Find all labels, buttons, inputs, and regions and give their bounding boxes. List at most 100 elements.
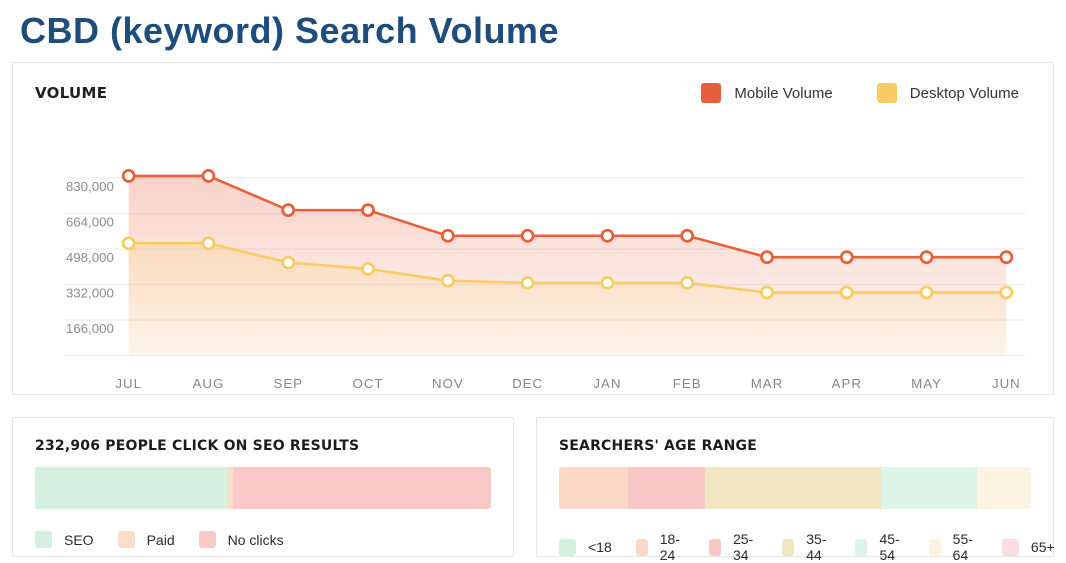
age-legend-item-25-34: 25-34 <box>708 531 758 563</box>
mobile-volume-point-nov[interactable] <box>440 228 455 243</box>
mobile-volume-point-mar[interactable] <box>760 250 774 265</box>
age-legend-label: 65+ <box>1030 539 1055 555</box>
age-legend-item-45-54: 45-54 <box>855 531 904 563</box>
desktop-volume-area <box>128 243 1007 356</box>
seo-bar-segment-paid[interactable] <box>227 467 234 509</box>
y-axis-tick-label: 498,000 <box>66 250 114 265</box>
age-range-card: SEARCHERS' AGE RANGE <18 18-24 25-34 35-44 4… <box>536 417 1055 563</box>
seo-legend-label: No clicks <box>227 531 284 548</box>
x-axis-month-label: JUN <box>992 376 1021 391</box>
x-axis-month-label: JAN <box>593 376 621 391</box>
seo-legend-swatch <box>198 531 216 548</box>
age-legend-swatch <box>635 538 648 556</box>
desktop-volume-line <box>128 241 1007 294</box>
mobile-volume-legend-label: Mobile Volume <box>734 84 833 102</box>
x-axis-month-label: FEB <box>673 376 702 391</box>
age-range-legend: <18 18-24 25-34 35-44 45-54 55-64 65+ <box>559 531 1055 563</box>
age-legend-swatch <box>782 538 795 556</box>
age-bar-segment-35-44[interactable] <box>704 467 881 509</box>
x-axis-month-label: OCT <box>353 376 384 391</box>
y-axis-tick-label: 166,000 <box>66 321 114 336</box>
seo-legend-item-seo: SEO <box>35 531 94 548</box>
desktop-volume-point-apr[interactable] <box>839 285 854 300</box>
bottom-row: 232,906 PEOPLE CLICK ON SEO RESULTS SEO P… <box>12 417 1055 563</box>
volume-card: VOLUME Mobile Volume Desktop Volume 166,… <box>12 62 1054 395</box>
desktop-volume-swatch <box>876 83 897 103</box>
mobile-volume-point-may[interactable] <box>919 250 934 265</box>
x-axis-month-label: MAY <box>911 376 942 391</box>
mobile-volume-point-feb[interactable] <box>680 228 695 243</box>
age-legend-label: 25-34 <box>732 531 754 563</box>
x-axis-month-label: AUG <box>193 376 225 391</box>
age-legend-swatch <box>1001 538 1019 556</box>
seo-legend-item-paid: Paid <box>117 531 175 548</box>
seo-bar-segment-seo[interactable] <box>35 467 228 509</box>
age-legend-swatch <box>708 538 721 556</box>
volume-line-chart[interactable]: 166,000 332,000 498,000 664,000 830,000 JUL AU… <box>35 109 1031 397</box>
age-legend-label: 55-64 <box>952 531 973 563</box>
legend-item-desktop-volume[interactable]: Desktop Volume <box>876 83 1019 103</box>
x-axis-month-label: MAR <box>751 376 784 391</box>
seo-clicks-card: 232,906 PEOPLE CLICK ON SEO RESULTS SEO P… <box>12 417 514 557</box>
age-range-card-title: SEARCHERS' AGE RANGE <box>559 438 757 454</box>
y-axis-tick-label: 830,000 <box>66 179 114 194</box>
x-axis-month-label: JUL <box>115 376 142 391</box>
age-legend-item-35-44: 35-44 <box>782 531 831 563</box>
legend-item-mobile-volume[interactable]: Mobile Volume <box>701 83 833 103</box>
y-axis-tick-label: 664,000 <box>66 214 114 229</box>
desktop-volume-point-jan[interactable] <box>600 275 615 290</box>
mobile-volume-point-jan[interactable] <box>600 228 615 243</box>
age-legend-swatch <box>855 538 868 556</box>
seo-legend-item-no-clicks: No clicks <box>198 531 284 548</box>
desktop-volume-legend-label: Desktop Volume <box>909 84 1019 102</box>
mobile-volume-point-jun[interactable] <box>999 250 1014 265</box>
seo-bar-segment-no-clicks[interactable] <box>233 467 491 509</box>
mobile-volume-point-jul[interactable] <box>121 169 136 183</box>
desktop-volume-point-jul[interactable] <box>121 236 136 251</box>
seo-clicks-card-title: 232,906 PEOPLE CLICK ON SEO RESULTS <box>35 438 360 454</box>
age-legend-item-65-: 65+ <box>1001 538 1055 556</box>
age-legend-item-18-24: 18-24 <box>635 531 685 563</box>
x-axis-month-label: APR <box>832 376 862 391</box>
age-legend-label: 45-54 <box>879 531 900 563</box>
age-bar-segment-18-24[interactable] <box>559 467 629 509</box>
age-legend-swatch <box>559 538 576 556</box>
x-axis-month-label: SEP <box>273 376 303 391</box>
desktop-volume-point-oct[interactable] <box>361 262 375 276</box>
seo-clicks-legend: SEO Paid No clicks <box>35 531 491 548</box>
seo-legend-swatch <box>35 531 52 548</box>
mobile-volume-point-oct[interactable] <box>361 203 375 218</box>
page-title: CBD (keyword) Search Volume <box>20 10 559 51</box>
desktop-volume-point-aug[interactable] <box>201 236 216 251</box>
mobile-volume-point-sep[interactable] <box>281 203 296 218</box>
mobile-volume-point-apr[interactable] <box>839 250 854 265</box>
x-axis-month-label: NOV <box>432 376 464 391</box>
age-bar-segment-55-64[interactable] <box>977 467 1031 509</box>
mobile-volume-swatch <box>701 83 722 103</box>
desktop-volume-point-sep[interactable] <box>281 255 296 270</box>
mobile-volume-point-dec[interactable] <box>520 228 535 243</box>
seo-legend-swatch <box>117 531 135 548</box>
volume-chart-svg: 166,000 332,000 498,000 664,000 830,000 JUL AU… <box>64 169 1026 391</box>
age-legend-item--18: <18 <box>559 538 612 556</box>
volume-legend: Mobile Volume Desktop Volume <box>701 83 1031 103</box>
desktop-volume-point-feb[interactable] <box>680 275 695 290</box>
mobile-volume-point-aug[interactable] <box>201 169 216 183</box>
age-bar-segment-45-54[interactable] <box>880 467 978 509</box>
desktop-volume-point-jun[interactable] <box>999 285 1014 300</box>
desktop-volume-point-mar[interactable] <box>760 285 774 300</box>
desktop-volume-point-may[interactable] <box>919 285 934 300</box>
age-legend-label: <18 <box>588 539 612 555</box>
seo-clicks-stacked-bar <box>35 467 491 509</box>
desktop-volume-point-dec[interactable] <box>520 275 535 290</box>
age-legend-label: 18-24 <box>659 531 680 563</box>
age-bar-segment-25-34[interactable] <box>628 467 705 509</box>
age-legend-swatch <box>928 538 941 556</box>
volume-card-title: VOLUME <box>35 84 108 102</box>
y-axis-tick-label: 332,000 <box>66 285 114 300</box>
age-legend-label: 35-44 <box>806 531 827 563</box>
mobile-volume-line <box>128 174 1007 259</box>
age-range-stacked-bar <box>559 467 1031 509</box>
desktop-volume-point-nov[interactable] <box>440 273 455 288</box>
